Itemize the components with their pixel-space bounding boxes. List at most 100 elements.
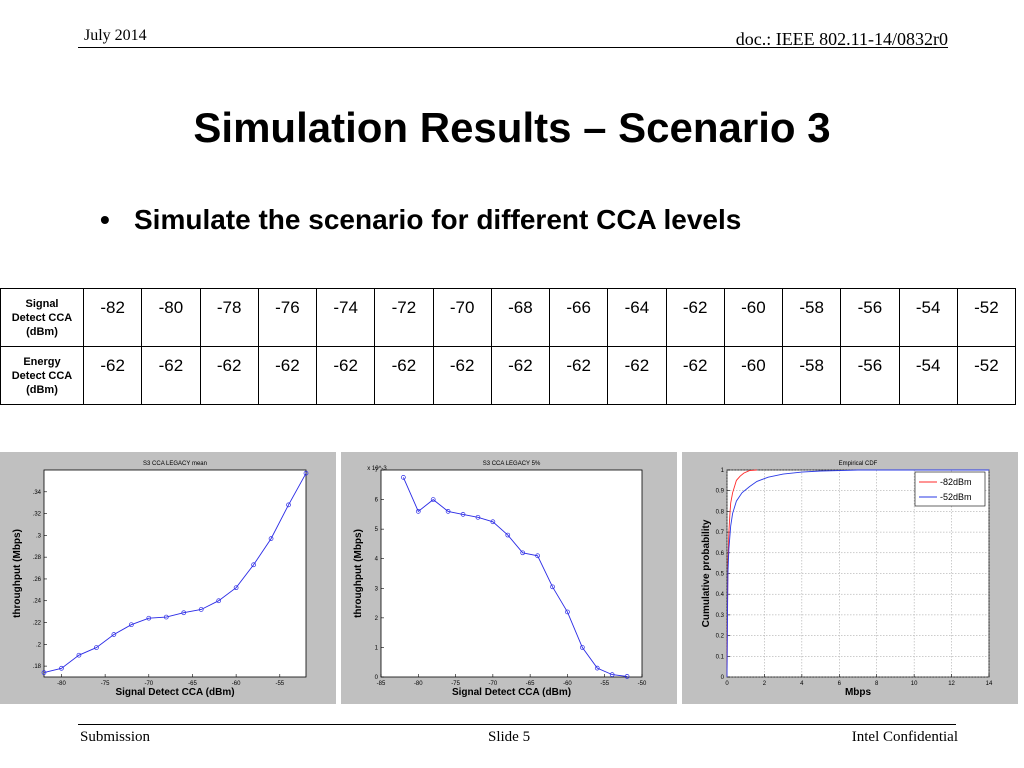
y-tick-label: 0.2 [716, 634, 725, 640]
y-tick-label: .32 [33, 512, 42, 518]
x-tick-label: 6 [838, 681, 842, 687]
y-tick-label: 0 [375, 675, 379, 681]
chart-cdf-svg: Empirical CDF 0 2 4 6 8 10 12 14 0 0.1 0.2 0.3 0.4 0.5… [701, 461, 993, 698]
x-tick-label: 0 [725, 681, 729, 687]
data-point [286, 502, 291, 508]
data-point [460, 512, 466, 517]
y-tick-label: 1 [375, 645, 379, 651]
x-tick-label: -55 [600, 681, 609, 687]
legend-label: -82dBm [940, 477, 972, 487]
table-cell: -62 [490, 346, 551, 405]
y-tick-label: .34 [33, 490, 42, 496]
table-cell: -70 [432, 288, 492, 347]
data-point [181, 610, 187, 616]
data-point [94, 645, 99, 650]
data-point [303, 470, 309, 476]
y-tick-label: 0 [721, 675, 725, 681]
chart-5pct-svg: S3 CCA LEGACY 5% -85 -80 -75 -70 -65 -60 -55 -50… [353, 461, 647, 698]
bullet-text: Simulate the scenario for different CCA … [134, 204, 742, 235]
x-tick-label: 2 [763, 681, 767, 687]
data-point [490, 519, 496, 525]
x-tick-label: -70 [489, 681, 498, 687]
table-cell: -64 [607, 288, 667, 347]
table-cell: -62 [607, 346, 667, 405]
footer-slide-number: Slide 5 [488, 729, 531, 745]
x-tick-label: 8 [875, 681, 879, 687]
table-row: Energy Detect CCA (dBm) -62 -62 -62 -62 -62 -62-… [0, 346, 1017, 405]
table-cell: -54 [898, 346, 958, 405]
y-axis-label: Cumulative probability [701, 519, 712, 627]
x-tick-label: -70 [144, 681, 153, 687]
data-point [475, 514, 481, 520]
data-point [550, 584, 555, 590]
y-tick-label: .3 [36, 533, 42, 539]
table-cell: -68 [490, 288, 551, 347]
x-axis-label: Signal Detect CCA (dBm) [452, 687, 571, 698]
table-cell: -58 [781, 346, 842, 405]
y-axis-label: throughput (Mbps) [353, 529, 364, 618]
data-point [59, 665, 64, 671]
y-tick-label: 2 [375, 616, 379, 622]
table-cell: -62 [665, 346, 725, 405]
data-point [430, 497, 436, 502]
bullet-item: • Simulate the scenario for different CCA… [100, 204, 741, 236]
slide-title: Simulation Results – Scenario 3 [193, 104, 831, 151]
data-point [146, 615, 152, 621]
x-tick-label: 4 [800, 681, 804, 687]
table-cell: -66 [548, 288, 609, 347]
x-tick-label: -60 [563, 681, 572, 687]
data-point [579, 645, 585, 650]
data-point [76, 652, 82, 658]
row-header-line: (dBm) [26, 384, 58, 396]
y-tick-label: .22 [33, 621, 42, 627]
x-tick-label: -65 [526, 681, 535, 687]
data-point [216, 598, 222, 604]
x-tick-label: -75 [101, 681, 110, 687]
table-row: Signal Detect CCA (dBm) -82 -80 -78 -76 -74 -72-… [0, 288, 1017, 347]
x-tick-label: 14 [986, 681, 993, 687]
series-line [402, 477, 628, 677]
table-cell: -62 [665, 288, 725, 347]
data-point [505, 532, 511, 538]
data-point [401, 475, 406, 480]
table-cell: -52 [956, 288, 1017, 347]
x-tick-label: 10 [911, 681, 918, 687]
x-tick-label: -50 [638, 681, 647, 687]
data-point [41, 670, 47, 675]
footer-confidential: Intel Confidential [851, 729, 958, 745]
row-header-line: Detect CCA [11, 370, 73, 382]
chart-panel-mean: S3 CCA LEGACY mean -80 -75 -70 -65 -60 -55 .18.… [0, 452, 336, 704]
y-tick-label: 6 [375, 498, 379, 504]
table-cell: -62 [257, 346, 318, 405]
chart-panel-5pct: S3 CCA LEGACY 5% -85 -80 -75 -70 -65 -60 -55 -50… [341, 452, 677, 704]
plot-area [43, 469, 307, 678]
table-cell: -62 [374, 346, 434, 405]
y-tick-label: 0.3 [716, 613, 725, 619]
data-point [251, 562, 256, 568]
row-header-line: (dBm) [26, 326, 58, 338]
footer-submission: Submission [80, 729, 151, 745]
table-cell: -54 [898, 288, 958, 347]
table-cell: -62 [432, 346, 492, 405]
y-exponent-label: x 10^-3 [367, 466, 387, 472]
y-tick-label: 0.8 [716, 509, 725, 515]
data-point [268, 536, 274, 541]
y-tick-label: 0.6 [716, 551, 725, 557]
table-cell: -58 [781, 288, 842, 347]
table-cell: -72 [374, 288, 434, 347]
data-point [565, 609, 570, 615]
table-cell: -78 [199, 288, 259, 347]
y-tick-label: 5 [375, 527, 379, 533]
row-header: Signal Detect CCA (dBm) [0, 288, 84, 347]
x-tick-label: -80 [414, 681, 423, 687]
y-tick-label: .2 [36, 642, 42, 648]
x-tick-label: -55 [275, 681, 284, 687]
y-tick-label: 7 [375, 468, 379, 474]
series-line [43, 473, 307, 674]
x-tick-label: -75 [451, 681, 460, 687]
y-tick-label: .24 [33, 599, 42, 605]
y-tick-label: .26 [33, 577, 42, 583]
y-tick-label: 4 [375, 557, 379, 563]
footer-divider [78, 724, 956, 725]
data-point [128, 622, 134, 628]
